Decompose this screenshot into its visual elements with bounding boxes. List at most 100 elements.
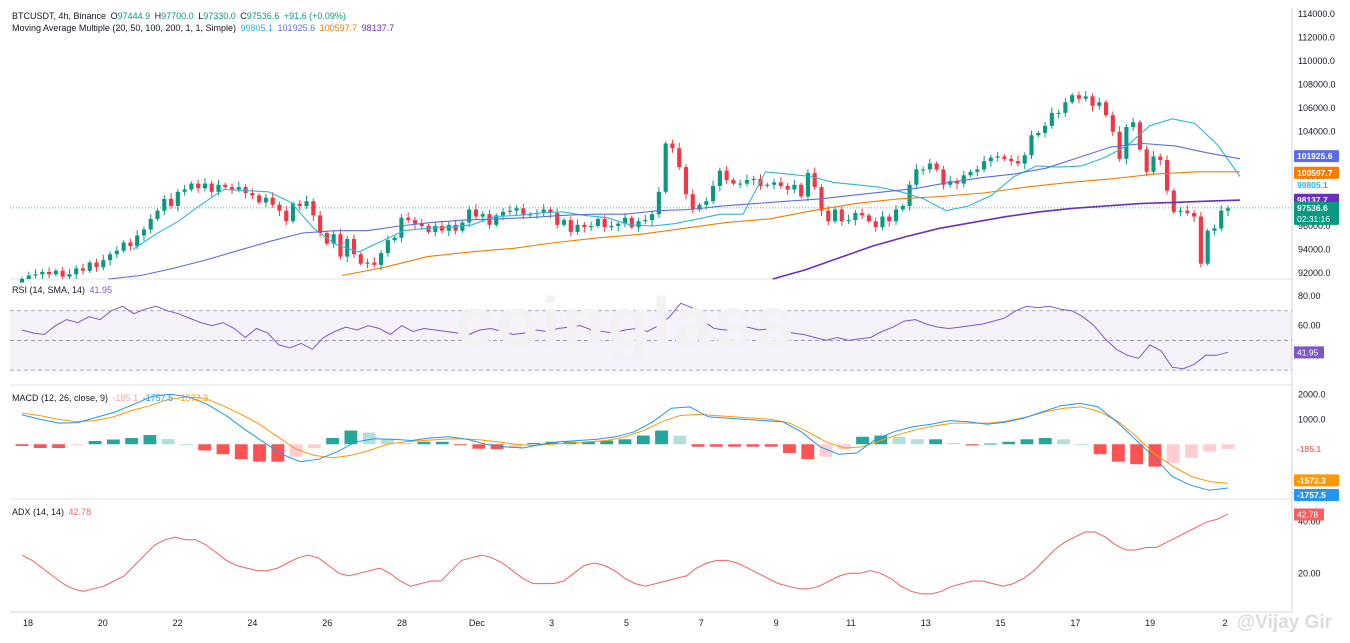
candle-body: [650, 214, 655, 221]
candle-body: [1049, 112, 1054, 126]
change-value: +91.6 (+0.09%): [283, 11, 346, 21]
macd-histogram-bar: [929, 439, 943, 445]
rsi-label: RSI (14, SMA, 14): [12, 285, 86, 295]
ma50-price-badge-bg: [1294, 150, 1339, 163]
rsi-value-badge-bg: [1294, 346, 1324, 359]
candle-body: [53, 270, 58, 275]
macd-histogram-bar: [454, 444, 467, 446]
candle-body: [270, 197, 275, 205]
candle-body: [141, 229, 147, 236]
candle-body: [440, 225, 445, 231]
candle-body: [1124, 127, 1129, 159]
macd-histogram-bar: [1075, 444, 1089, 446]
ma100-price-badge-bg: [1294, 166, 1339, 179]
candle-body: [717, 170, 722, 186]
time-tick-label: 26: [322, 618, 332, 628]
time-tick-label: 18: [23, 618, 33, 628]
candle-body: [250, 192, 255, 196]
macd-histogram-bar: [600, 440, 614, 445]
candle-body: [189, 183, 194, 190]
price-tick-label: 108000.0: [1298, 80, 1336, 90]
candle-body: [507, 210, 512, 212]
candle-body: [697, 204, 702, 210]
macd-histogram-bar: [399, 443, 413, 445]
candle-body: [1056, 112, 1061, 114]
macd-histogram-bar: [125, 438, 139, 445]
candle-body: [60, 270, 65, 277]
macd-label: MACD (12, 26, close, 9): [12, 393, 109, 403]
candle-body: [433, 225, 438, 232]
candle-body: [67, 274, 72, 277]
candle-body: [622, 217, 628, 224]
price-tick-label: 100000.0: [1298, 174, 1336, 184]
rsi-tick-label: 60.00: [1298, 321, 1321, 331]
candle-body: [1036, 132, 1041, 136]
candle-body: [1103, 102, 1109, 116]
candle-body: [860, 213, 865, 216]
close-value: 97536.6: [246, 11, 280, 21]
macd-histogram-bar: [1130, 444, 1144, 465]
time-tick-label: 15: [996, 618, 1006, 628]
adx-legend: ADX (14, 14) 42.78: [12, 507, 93, 518]
macd-hist-badge: -185.1: [1297, 444, 1321, 454]
time-tick-label: 13: [921, 618, 931, 628]
candle-body: [805, 172, 810, 197]
candle-body: [900, 205, 905, 210]
candle-countdown-label: 02:31:16: [1297, 214, 1330, 224]
price-tick-label: 112000.0: [1298, 32, 1335, 42]
ma100-price-badge: 100597.7: [1297, 168, 1333, 178]
candle-body: [223, 184, 228, 188]
time-tick-label: 7: [699, 618, 704, 628]
candle-body: [941, 169, 946, 185]
candle-body: [392, 237, 397, 241]
candle-body: [33, 274, 38, 276]
candle-body: [765, 184, 770, 186]
candle-body: [1083, 96, 1088, 99]
candle-body: [704, 201, 709, 205]
macd-histogram-bar: [1057, 439, 1070, 445]
candle-body: [548, 209, 553, 214]
candle-body: [636, 221, 641, 228]
candle-body: [690, 194, 695, 210]
candle-body: [609, 225, 614, 228]
candle-body: [460, 222, 465, 231]
high-value: 97700.0: [161, 11, 194, 21]
time-tick-label: 9: [774, 618, 779, 628]
macd-histogram-bar: [801, 444, 815, 460]
candle-body: [209, 183, 214, 192]
candle-body: [419, 223, 424, 226]
adx-line: [21, 513, 1229, 595]
macd-line: [21, 393, 1229, 491]
candle-body: [968, 171, 973, 176]
ma-line: [341, 171, 1240, 277]
symbol-legend: BTCUSDT, 4h, Binance O97444.9 H97700.0 L…: [12, 11, 348, 22]
macd-histogram-bar: [746, 444, 760, 447]
candle-body: [832, 209, 838, 222]
macd-histogram-bar: [1111, 444, 1125, 462]
candle-body: [744, 180, 750, 184]
candle-body: [1076, 95, 1082, 99]
candle-body: [1097, 102, 1102, 106]
candle-body: [229, 187, 235, 190]
candle-body: [1205, 230, 1210, 264]
macd-value-badge: -1757.5: [1297, 490, 1326, 500]
candle-body: [528, 214, 533, 216]
macd-signal-value: -1572.3: [177, 393, 209, 403]
rsi-value-badge: 41.95: [1297, 347, 1319, 357]
candle-body: [358, 254, 363, 264]
candle-body: [866, 215, 871, 222]
candle-body: [1158, 156, 1163, 160]
candle-body: [846, 220, 851, 222]
candle-body: [114, 250, 119, 255]
high-label: H: [154, 11, 162, 21]
candle-body: [80, 268, 86, 271]
candle-body: [683, 167, 689, 195]
candle-body: [1178, 210, 1183, 212]
adx-tick-label: 20.00: [1298, 568, 1321, 578]
candle-body: [1131, 122, 1136, 128]
candle-body: [297, 203, 302, 206]
macd-histogram-bar: [344, 430, 358, 445]
macd-histogram-bar: [52, 444, 65, 448]
